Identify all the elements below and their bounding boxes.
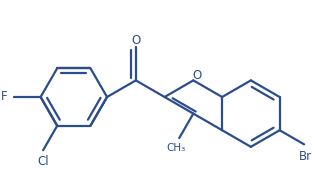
Text: Cl: Cl bbox=[37, 155, 49, 168]
Text: Br: Br bbox=[299, 150, 312, 163]
Text: F: F bbox=[1, 90, 8, 104]
Text: CH₃: CH₃ bbox=[167, 143, 186, 153]
Text: O: O bbox=[192, 69, 201, 82]
Text: O: O bbox=[131, 34, 140, 47]
